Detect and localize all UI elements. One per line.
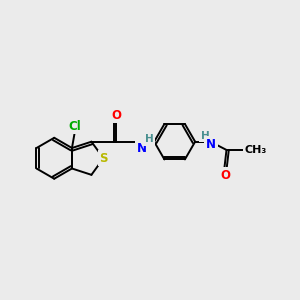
Text: O: O: [111, 109, 121, 122]
Text: H: H: [201, 131, 209, 141]
Text: N: N: [206, 138, 216, 151]
Text: H: H: [145, 134, 154, 144]
Text: N: N: [136, 142, 147, 155]
Text: S: S: [99, 152, 108, 165]
Text: CH₃: CH₃: [244, 145, 267, 155]
Text: Cl: Cl: [69, 120, 82, 133]
Text: O: O: [221, 169, 231, 182]
